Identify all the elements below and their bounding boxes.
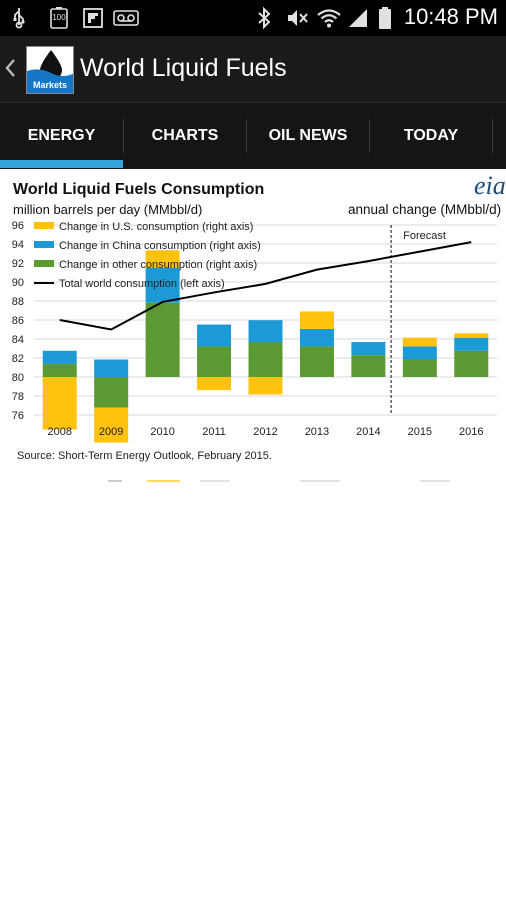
source-prefix: Source: (17, 450, 55, 462)
bar-segment (42, 377, 77, 430)
bluetooth-icon (253, 6, 275, 30)
tab-divider (492, 119, 493, 153)
mute-icon (285, 6, 309, 30)
back-chevron-icon[interactable] (4, 58, 16, 82)
y-tick-label: 88 (12, 296, 24, 308)
total-consumption-line (59, 241, 472, 331)
voicemail-icon (113, 6, 139, 30)
tab-charts[interactable]: CHARTS (151, 127, 219, 144)
x-tick-label: 2011 (202, 426, 226, 438)
app-logo[interactable]: Markets (26, 46, 74, 94)
chart-left-axis-label: million barrels per day (MMbbl/d) (13, 202, 203, 217)
x-tick-label: 2009 (99, 426, 123, 438)
bar-segment (42, 363, 77, 377)
bar-segment (197, 346, 232, 377)
forecast-label: Forecast (403, 230, 446, 242)
bar-segment (42, 350, 77, 364)
chart-title: World Liquid Fuels Consumption (13, 181, 265, 198)
tab-divider (123, 119, 124, 153)
x-tick-label: 2013 (305, 426, 329, 438)
x-tick-label: 2016 (459, 426, 483, 438)
bar-segment (299, 311, 334, 329)
tab-divider (246, 119, 247, 153)
bar-segment (299, 328, 334, 347)
y-tick-label: 86 (12, 315, 24, 327)
bar-segment (197, 324, 232, 347)
legend-swatch (34, 222, 54, 229)
wifi-icon (316, 6, 342, 30)
bar-segment (248, 320, 283, 343)
bar-segment (351, 342, 386, 356)
legend-swatch (34, 241, 54, 248)
chart-container: World Liquid Fuels Consumption million b… (0, 169, 506, 489)
x-tick-label: 2008 (47, 426, 71, 438)
app-logo-label: Markets (27, 78, 73, 93)
y-tick-label: 90 (12, 277, 24, 289)
tab-divider (369, 119, 370, 153)
tab-today[interactable]: TODAY (403, 127, 459, 144)
page-title: World Liquid Fuels (80, 54, 287, 82)
bar-segment (248, 377, 283, 395)
legend-label: Total world consumption (left axis) (59, 278, 225, 290)
y-tick-label: 84 (12, 334, 24, 346)
bar-segment (197, 377, 232, 391)
legend-label: Change in China consumption (right axis) (59, 240, 261, 252)
y-tick-label: 80 (12, 372, 24, 384)
source-text: Short-Term Energy Outlook, February 2015… (57, 450, 272, 462)
bar-segment (299, 346, 334, 377)
bar-segment (402, 346, 437, 360)
flipboard-icon (83, 6, 103, 30)
chart-right-axis-label: annual change (MMbbl/d) (348, 202, 502, 217)
y-tick-label: 96 (12, 220, 24, 232)
bar-segment (94, 407, 129, 443)
signal-icon (346, 6, 370, 30)
tab-oil-news[interactable]: OIL NEWS (268, 127, 348, 144)
partial-content-strip (108, 480, 450, 482)
bar-segment (402, 337, 437, 347)
x-tick-label: 2012 (253, 426, 277, 438)
x-tick-label: 2015 (408, 426, 432, 438)
bar-segment (94, 359, 129, 377)
x-tick-label: 2010 (150, 426, 174, 438)
selected-tab-indicator (0, 160, 123, 168)
y-tick-label: 82 (12, 353, 24, 365)
y-tick-label: 78 (12, 391, 24, 403)
y-tick-label: 92 (12, 258, 24, 270)
bar-segment (402, 359, 437, 377)
usb-icon (10, 6, 28, 30)
legend-label: Change in U.S. consumption (right axis) (59, 221, 253, 233)
oil-drop-icon (27, 50, 73, 81)
eia-logo: eia (474, 171, 506, 200)
x-tick-label: 2014 (356, 426, 380, 438)
clock-time: 10:48 PM (403, 4, 498, 29)
bar-segment (145, 267, 180, 303)
bar-segment (248, 342, 283, 377)
bar-segment (454, 333, 489, 338)
battery-status-icon (49, 6, 69, 30)
chart-source-note: Source: Short-Term Energy Outlook, Febru… (17, 450, 272, 462)
bar-segment (351, 355, 386, 377)
bar-segment (145, 250, 180, 268)
action-bar: Markets World Liquid Fuels (0, 36, 506, 103)
battery-level-text: 100 (52, 13, 66, 22)
y-tick-label: 94 (12, 239, 24, 251)
battery-icon (376, 6, 394, 30)
chart-plot: 96 94 92 90 88 86 84 82 80 78 76 2008 2009 2010 2011 20… (12, 220, 497, 443)
legend-label: Change in other consumption (right axis) (59, 259, 257, 271)
status-bar: 100 10:48 PM (0, 0, 506, 36)
bar-segment (94, 377, 129, 408)
tab-energy[interactable]: ENERGY (27, 127, 96, 144)
legend-swatch (34, 260, 54, 267)
bar-segment (454, 337, 489, 351)
bar-segment (454, 350, 489, 377)
tab-bar: ENERGY CHARTS OIL NEWS TODAY (0, 103, 506, 169)
y-tick-label: 76 (12, 410, 24, 422)
bar-segment (145, 302, 180, 377)
